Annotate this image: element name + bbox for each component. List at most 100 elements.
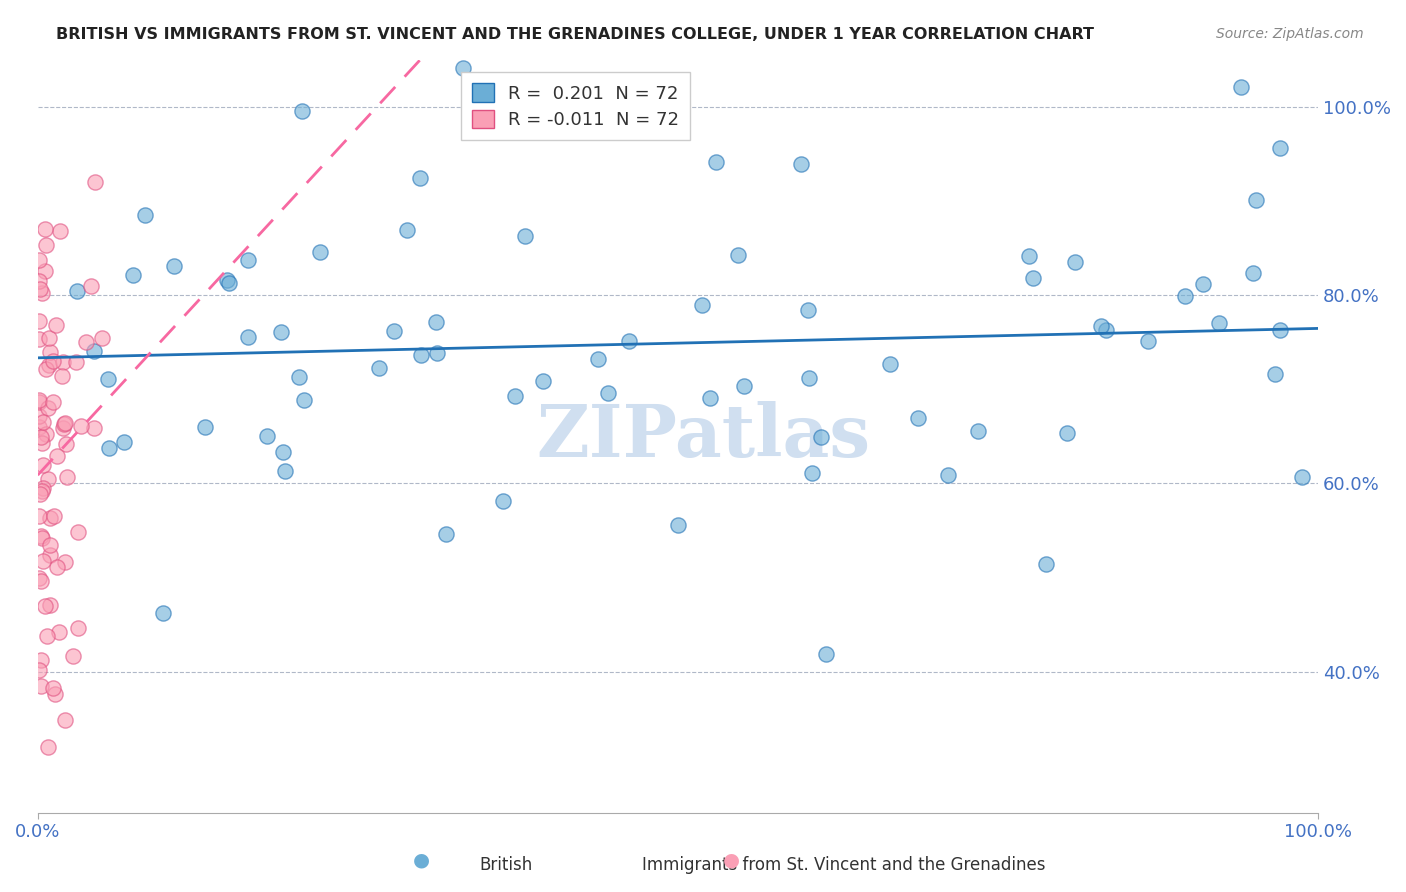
British <box>1230 79 1253 94</box>
Immigrants from St. Vincent and the Grenadines <box>56 470 79 484</box>
British <box>1090 319 1112 334</box>
British <box>194 419 217 434</box>
British <box>1244 194 1267 208</box>
British <box>408 171 430 186</box>
Text: British: British <box>479 856 533 874</box>
Immigrants from St. Vincent and the Grenadines <box>65 355 87 369</box>
British <box>292 392 315 407</box>
Immigrants from St. Vincent and the Grenadines <box>67 621 90 635</box>
Immigrants from St. Vincent and the Grenadines <box>28 393 51 408</box>
British <box>1192 277 1215 292</box>
British <box>271 445 294 459</box>
British <box>586 351 609 366</box>
Immigrants from St. Vincent and the Grenadines <box>30 487 52 501</box>
Immigrants from St. Vincent and the Grenadines <box>39 345 62 359</box>
British <box>291 103 314 118</box>
Text: ●: ● <box>413 851 430 870</box>
British <box>238 330 260 344</box>
British <box>65 284 87 298</box>
British <box>1174 289 1197 303</box>
British <box>308 245 330 260</box>
British <box>1264 368 1286 382</box>
British <box>666 517 689 532</box>
Immigrants from St. Vincent and the Grenadines <box>28 314 51 328</box>
Immigrants from St. Vincent and the Grenadines <box>31 531 53 545</box>
Immigrants from St. Vincent and the Grenadines <box>51 368 73 383</box>
Immigrants from St. Vincent and the Grenadines <box>38 330 60 344</box>
Immigrants from St. Vincent and the Grenadines <box>30 282 52 296</box>
British <box>426 346 449 360</box>
British <box>1056 426 1078 441</box>
Immigrants from St. Vincent and the Grenadines <box>84 175 107 189</box>
British <box>810 430 832 444</box>
Immigrants from St. Vincent and the Grenadines <box>35 426 58 441</box>
British <box>1018 249 1040 263</box>
Immigrants from St. Vincent and the Grenadines <box>30 574 52 588</box>
British <box>797 303 820 318</box>
British <box>384 325 406 339</box>
Text: Source: ZipAtlas.com: Source: ZipAtlas.com <box>1216 27 1364 41</box>
British <box>395 223 418 237</box>
British <box>1241 266 1264 280</box>
British <box>122 268 145 282</box>
Immigrants from St. Vincent and the Grenadines <box>37 629 59 643</box>
Immigrants from St. Vincent and the Grenadines <box>28 571 51 585</box>
Immigrants from St. Vincent and the Grenadines <box>38 548 60 562</box>
Immigrants from St. Vincent and the Grenadines <box>32 458 55 472</box>
British <box>617 334 640 349</box>
Immigrants from St. Vincent and the Grenadines <box>46 560 69 574</box>
Immigrants from St. Vincent and the Grenadines <box>53 555 76 569</box>
British <box>97 372 120 386</box>
British <box>1208 317 1230 331</box>
British <box>790 157 813 171</box>
British <box>218 277 240 291</box>
Immigrants from St. Vincent and the Grenadines <box>34 599 56 614</box>
Immigrants from St. Vincent and the Grenadines <box>75 335 97 350</box>
Immigrants from St. Vincent and the Grenadines <box>35 238 58 252</box>
British <box>425 314 447 328</box>
British <box>1022 271 1045 285</box>
British <box>692 298 714 312</box>
British <box>907 411 929 425</box>
Immigrants from St. Vincent and the Grenadines <box>32 554 55 568</box>
Immigrants from St. Vincent and the Grenadines <box>83 421 105 435</box>
Immigrants from St. Vincent and the Grenadines <box>30 529 52 543</box>
Immigrants from St. Vincent and the Grenadines <box>28 252 51 267</box>
British <box>801 467 824 481</box>
Immigrants from St. Vincent and the Grenadines <box>30 653 52 667</box>
Immigrants from St. Vincent and the Grenadines <box>44 687 66 701</box>
Immigrants from St. Vincent and the Grenadines <box>42 681 65 695</box>
British <box>1035 557 1057 571</box>
Immigrants from St. Vincent and the Grenadines <box>53 416 76 430</box>
Immigrants from St. Vincent and the Grenadines <box>39 598 62 612</box>
British <box>274 464 297 478</box>
British <box>727 248 749 262</box>
Immigrants from St. Vincent and the Grenadines <box>42 509 65 524</box>
Immigrants from St. Vincent and the Grenadines <box>28 274 51 288</box>
Immigrants from St. Vincent and the Grenadines <box>28 508 51 523</box>
Immigrants from St. Vincent and the Grenadines <box>28 663 51 677</box>
British <box>98 441 121 455</box>
Immigrants from St. Vincent and the Grenadines <box>53 713 76 727</box>
Immigrants from St. Vincent and the Grenadines <box>31 483 53 498</box>
Immigrants from St. Vincent and the Grenadines <box>52 355 75 369</box>
Immigrants from St. Vincent and the Grenadines <box>32 415 55 429</box>
Immigrants from St. Vincent and the Grenadines <box>69 418 91 433</box>
Immigrants from St. Vincent and the Grenadines <box>34 222 56 236</box>
British <box>704 155 727 169</box>
Immigrants from St. Vincent and the Grenadines <box>80 279 103 293</box>
British <box>163 259 186 273</box>
Immigrants from St. Vincent and the Grenadines <box>39 511 62 525</box>
British <box>256 429 278 443</box>
British <box>1137 334 1160 349</box>
British <box>1268 141 1291 155</box>
Immigrants from St. Vincent and the Grenadines <box>37 401 59 415</box>
British <box>967 424 990 438</box>
British <box>815 647 838 661</box>
British <box>451 61 474 75</box>
Immigrants from St. Vincent and the Grenadines <box>52 417 75 431</box>
Immigrants from St. Vincent and the Grenadines <box>28 409 51 424</box>
British <box>83 344 105 359</box>
Immigrants from St. Vincent and the Grenadines <box>62 648 84 663</box>
Immigrants from St. Vincent and the Grenadines <box>67 524 90 539</box>
